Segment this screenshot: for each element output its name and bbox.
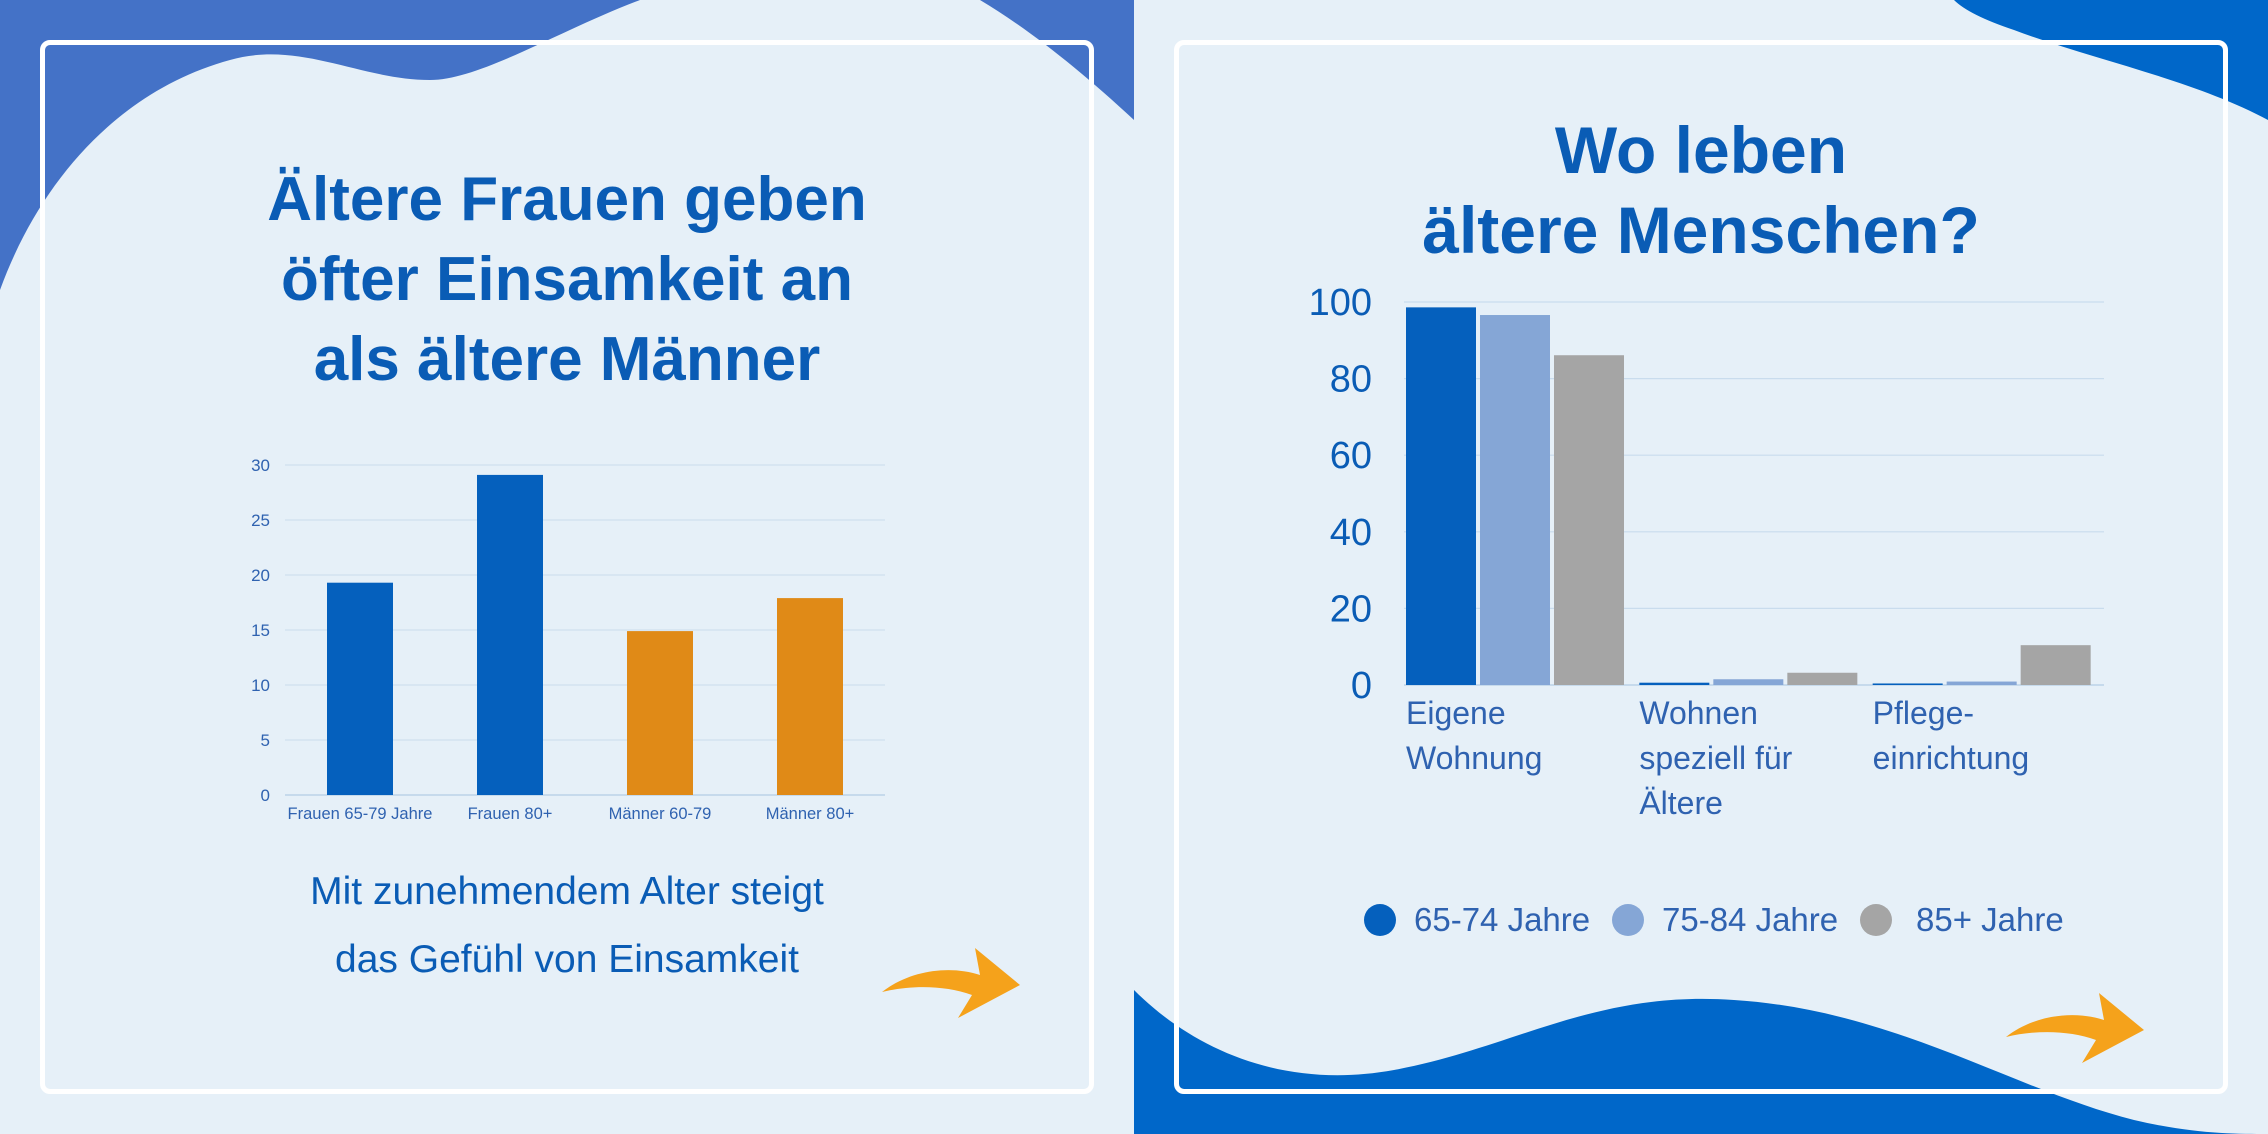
bar [1639, 682, 1710, 685]
bar [1480, 315, 1550, 685]
y-tick-label: 30 [251, 456, 270, 475]
y-tick-label: 20 [1330, 588, 1372, 630]
legend-swatch [1364, 904, 1396, 936]
title-line: als ältere Männer [313, 325, 821, 394]
legend-item: 65-74 Jahre [1364, 890, 1590, 950]
y-tick-label: 0 [1351, 665, 1372, 707]
right-slide: Wo leben ältere Menschen? 0 20 40 60 80 100 Ei… [1134, 0, 2268, 1134]
right-title: Wo leben ältere Menschen? [1134, 110, 2268, 270]
y-tick-label: 40 [1330, 512, 1372, 554]
y-tick-label: 0 [261, 786, 270, 805]
y-tick-label: 60 [1330, 435, 1372, 477]
bar [1554, 355, 1624, 685]
x-tick-label: Frauen 65-79 Jahre [288, 805, 433, 823]
bar [1872, 683, 1943, 685]
x-tick-label: einrichtung [1873, 740, 2030, 776]
x-tick-label: Männer 60-79 [609, 805, 712, 823]
living-situation-bar-chart: 0 20 40 60 80 100 Eigene Wohnung Wohnen speziell … [1309, 282, 2104, 821]
y-tick-label: 20 [251, 566, 270, 585]
left-subtitle: Mit zunehmendem Alter steigt das Gefühl … [0, 858, 1134, 994]
x-tick-label: Pflege- [1873, 695, 1974, 731]
next-arrow-icon[interactable] [2004, 985, 2144, 1065]
title-line: öfter Einsamkeit an [281, 245, 853, 314]
bar [477, 474, 543, 795]
bar [627, 631, 693, 795]
bar [1946, 681, 2017, 685]
title-line: Wo leben [1554, 113, 1848, 187]
next-arrow-icon[interactable] [880, 940, 1020, 1020]
y-tick-label: 25 [251, 511, 270, 530]
x-tick-label: Wohnung [1406, 740, 1542, 776]
y-tick-label: 10 [251, 676, 270, 695]
white-frame [40, 40, 1094, 1094]
left-title: Ältere Frauen geben öfter Einsamkeit an … [0, 160, 1134, 400]
legend-label: 75-84 Jahre [1662, 901, 1839, 938]
bar [777, 598, 843, 795]
x-tick-label: Eigene [1406, 695, 1506, 731]
title-line: ältere Menschen? [1422, 193, 1980, 267]
y-tick-label: 100 [1309, 282, 1372, 324]
bar [1713, 679, 1784, 685]
bar [1787, 672, 1858, 685]
y-tick-label: 80 [1330, 359, 1372, 401]
bar [1406, 307, 1476, 685]
x-tick-label: Ältere [1639, 785, 1723, 821]
bar [2020, 645, 2091, 685]
y-tick-label: 5 [261, 731, 270, 750]
legend-swatch [1860, 904, 1892, 936]
x-tick-label: speziell für [1639, 740, 1792, 776]
background-wave [1134, 0, 2268, 1134]
background-wave [0, 0, 1134, 290]
subtitle-line: Mit zunehmendem Alter steigt [310, 870, 824, 913]
x-tick-label: Männer 80+ [766, 805, 855, 823]
bar [327, 582, 393, 795]
legend-label: 85+ Jahre [1916, 901, 2064, 938]
subtitle-line: das Gefühl von Einsamkeit [335, 938, 799, 981]
legend-item: 75-84 Jahre [1612, 890, 1838, 950]
y-tick-label: 15 [251, 621, 270, 640]
left-slide: Ältere Frauen geben öfter Einsamkeit an … [0, 0, 1134, 1094]
loneliness-bar-chart: 0 5 10 15 20 25 30 Frauen 65-79 Jahre Frauen 80+… [251, 456, 885, 823]
x-tick-label: Frauen 80+ [468, 805, 553, 823]
x-tick-label: Wohnen [1639, 695, 1758, 731]
white-frame [1174, 40, 2228, 1094]
legend-swatch [1612, 904, 1644, 936]
legend-label: 65-74 Jahre [1414, 901, 1591, 938]
title-line: Ältere Frauen geben [267, 165, 867, 234]
legend-item: 85+ Jahre [1860, 890, 2064, 950]
